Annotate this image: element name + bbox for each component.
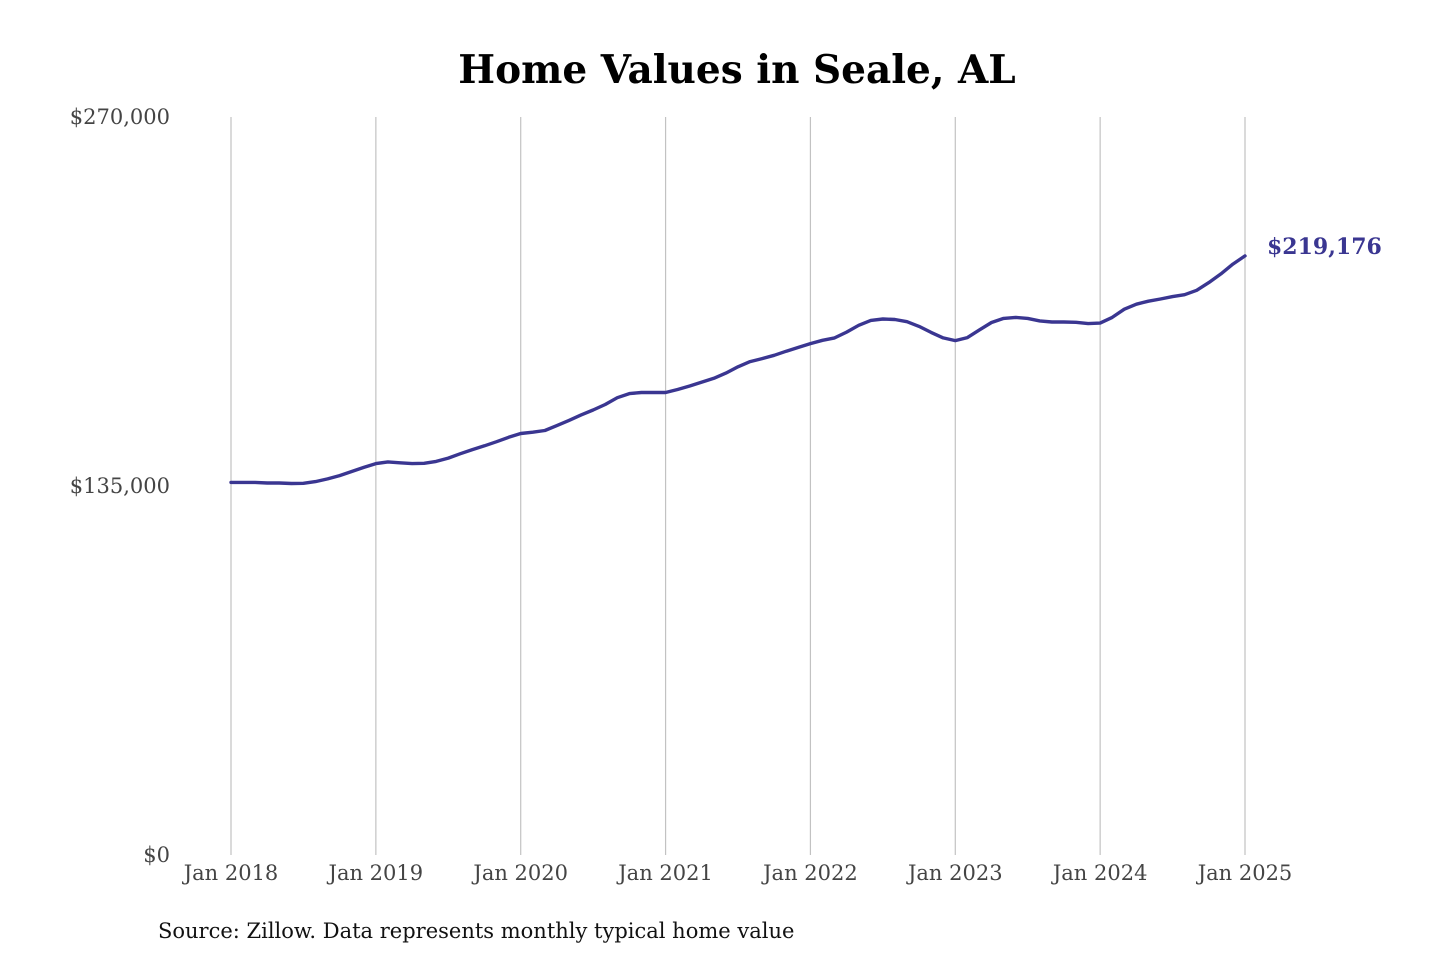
y-tick-label: $270,000 bbox=[70, 105, 170, 129]
y-tick-label: $135,000 bbox=[70, 474, 170, 498]
home-value-series-line bbox=[229, 254, 1247, 486]
x-tick-label: Jan 2021 bbox=[616, 861, 713, 885]
x-axis-tick-labels: Jan 2018 Jan 2019 Jan 2020 Jan 2021 Jan 2022… bbox=[182, 861, 1293, 885]
y-tick-label: $0 bbox=[143, 843, 170, 867]
x-tick-label: Jan 2022 bbox=[761, 861, 858, 885]
chart-title: Home Values in Seale, AL bbox=[458, 47, 1015, 93]
x-tick-label: Jan 2018 bbox=[182, 861, 279, 885]
y-axis-tick-labels: $0 $135,000 $270,000 bbox=[70, 105, 170, 867]
gridlines bbox=[230, 117, 1246, 855]
x-tick-label: Jan 2023 bbox=[906, 861, 1003, 885]
x-tick-label: Jan 2019 bbox=[327, 861, 424, 885]
x-tick-label: Jan 2025 bbox=[1196, 861, 1293, 885]
x-tick-label: Jan 2024 bbox=[1051, 861, 1148, 885]
latest-value-label: $219,176 bbox=[1267, 234, 1382, 260]
source-note: Source: Zillow. Data represents monthly … bbox=[158, 919, 794, 943]
x-tick-label: Jan 2020 bbox=[471, 861, 568, 885]
